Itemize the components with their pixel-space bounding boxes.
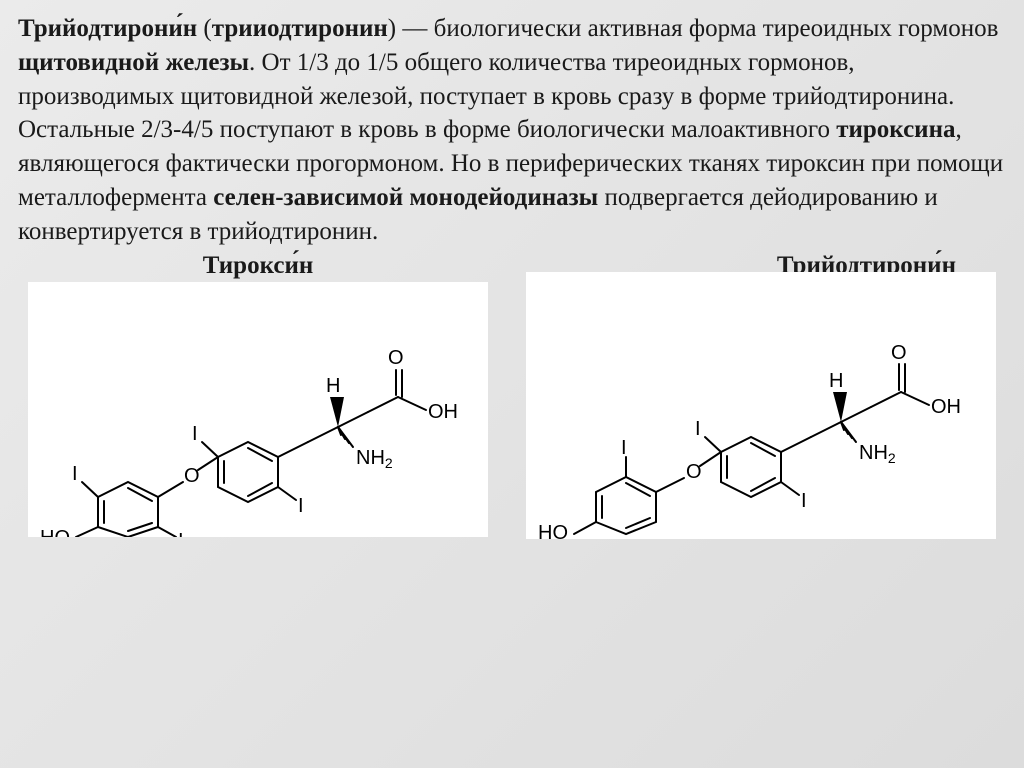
- term-enzyme: селен-зависимой монодейодиназы: [213, 184, 598, 211]
- definition-paragraph: Трийодтирони́н (трииодтиронин) — биологи…: [18, 12, 1006, 248]
- term-alt: трииодтиронин: [212, 15, 388, 42]
- triiodothyronine-structure: HO I O I I H NH2 O OH: [526, 272, 996, 539]
- atom-i1-r: I: [621, 437, 627, 459]
- atom-h-r: H: [829, 370, 843, 392]
- atom-o-bridge-r: O: [686, 461, 702, 483]
- atom-h: H: [326, 375, 340, 397]
- atom-o-carbonyl-r: O: [891, 342, 907, 364]
- atom-o-bridge: O: [184, 465, 200, 487]
- slide-container: Трийодтирони́н (трииодтиронин) — биологи…: [0, 0, 1024, 539]
- term-thyroxine: тироксина: [836, 116, 955, 143]
- atom-oh-r: OH: [931, 396, 961, 418]
- atom-ho: HO: [40, 527, 70, 537]
- triiodothyronine-column: Трийодтирони́н: [526, 252, 996, 539]
- atom-nh2-r: NH2: [859, 442, 896, 466]
- atom-i1: I: [72, 463, 78, 485]
- molecule-row: Тирокси́н: [18, 252, 1006, 539]
- thyroxine-structure: HO I I O I I H NH2 O OH: [28, 282, 488, 537]
- atom-i3-r: I: [801, 490, 807, 512]
- atom-o-carbonyl: O: [388, 347, 404, 369]
- atom-i3: I: [192, 423, 198, 445]
- text-seg4: ) — биологически активная форма тиреоидн…: [388, 15, 999, 42]
- atom-nh2: NH2: [356, 447, 393, 471]
- atom-i2-r: I: [695, 418, 701, 440]
- term-gland: щитовидной железы: [18, 49, 249, 76]
- thyroxine-label: Тирокси́н: [203, 252, 314, 280]
- thyroxine-column: Тирокси́н: [28, 252, 488, 539]
- atom-i4: I: [298, 495, 304, 517]
- atom-ho-r: HO: [538, 522, 568, 539]
- term-main: Трийодтирони́н: [18, 15, 197, 42]
- text-seg2: (: [197, 15, 212, 42]
- atom-i2: I: [178, 530, 184, 537]
- atom-oh: OH: [428, 401, 458, 423]
